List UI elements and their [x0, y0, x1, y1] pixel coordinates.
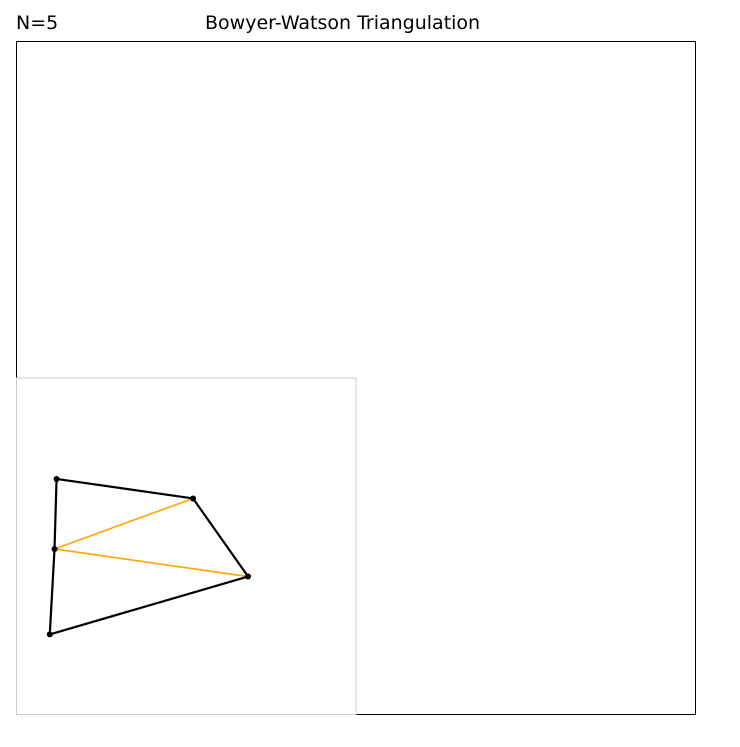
edges-group	[48, 477, 250, 636]
chart-title: Bowyer-Watson Triangulation	[205, 12, 481, 34]
interior-edge	[53, 497, 194, 550]
inset-box	[16, 377, 357, 715]
interior-edge	[53, 548, 249, 578]
point-count-label: N=5	[16, 12, 59, 34]
hull-edge	[53, 477, 58, 551]
hull-edge	[48, 575, 250, 636]
hull-edge	[55, 477, 195, 500]
point-1	[190, 495, 197, 502]
point-3	[51, 545, 58, 552]
points-group	[46, 475, 252, 638]
point-0	[53, 475, 60, 482]
hull-edge	[48, 547, 56, 636]
hull-edge	[191, 497, 250, 578]
point-4	[46, 631, 53, 638]
point-2	[245, 573, 252, 580]
